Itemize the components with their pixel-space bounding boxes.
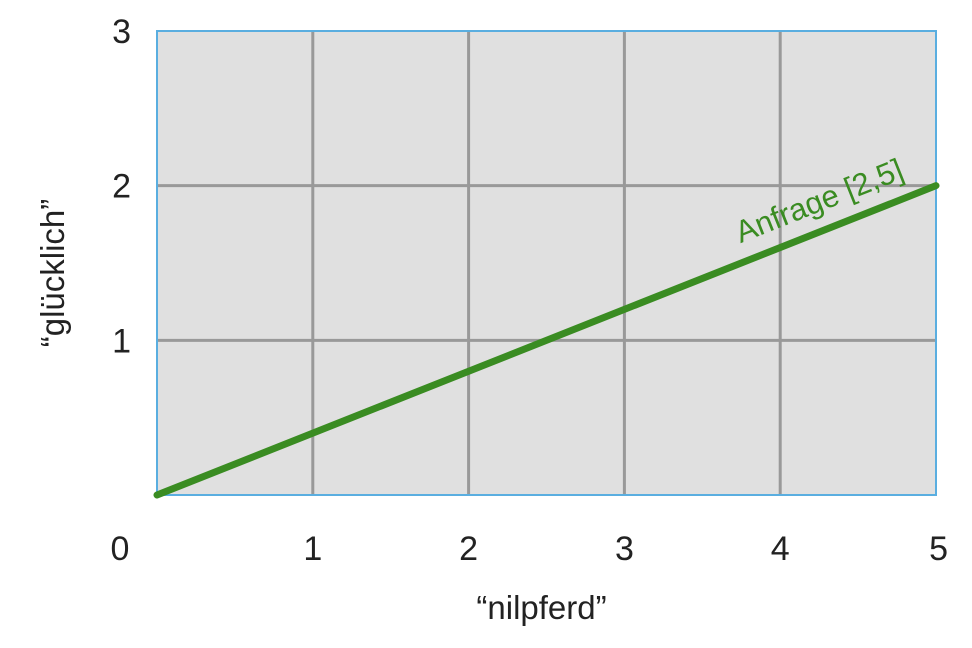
x-tick-label-4: 4 [771,530,790,568]
y-tick-label-2: 2 [112,168,131,206]
x-tick-label-2: 2 [459,530,478,568]
y-tick-label-3: 3 [112,13,131,51]
series-line-0 [153,182,940,499]
x-tick-label-5: 5 [929,530,948,568]
plot-area [157,31,936,495]
y-axis-label: “glücklich” [34,199,71,348]
y-tick-label-1: 1 [112,322,131,360]
tick-labels: 0 1 2 3 4 5 1 2 3 [111,13,948,568]
plot-frame [156,30,937,496]
x-tick-label-3: 3 [615,530,634,568]
x-axis-label: “nilpferd” [476,589,606,626]
x-tick-label-0: 0 [111,530,130,568]
x-tick-label-1: 1 [303,530,322,568]
